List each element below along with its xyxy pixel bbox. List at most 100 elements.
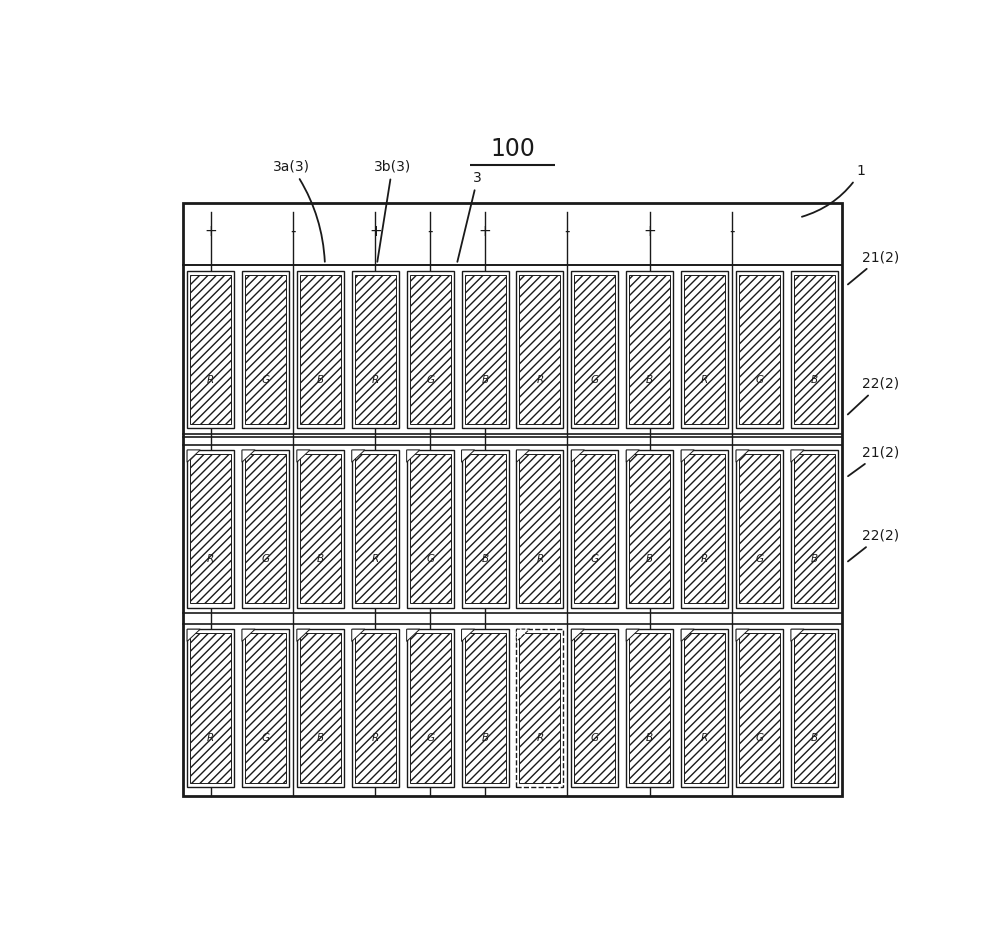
Text: B: B [481,375,489,385]
Text: R: R [372,554,379,564]
Text: -: - [565,223,570,239]
Polygon shape [681,450,694,462]
Bar [574,275,615,424]
Bar [245,275,286,424]
Bar [187,450,234,608]
Bar [190,454,231,604]
Bar [242,450,289,608]
Text: B: B [317,375,324,385]
Bar [465,454,506,604]
Bar [794,634,835,783]
Bar [245,634,286,783]
Bar [190,634,231,783]
Text: G: G [591,554,599,564]
Bar [300,634,341,783]
Bar [516,450,563,608]
Text: B: B [811,554,818,564]
Bar [407,629,454,787]
Polygon shape [626,629,639,641]
Text: G: G [756,554,764,564]
Text: R: R [701,733,708,744]
Bar [574,454,615,604]
Polygon shape [791,450,804,462]
Text: +: + [204,223,217,239]
Bar [519,634,560,783]
Text: G: G [426,733,434,744]
Bar [791,450,838,608]
Text: 100: 100 [490,137,535,161]
Bar [462,629,509,787]
Bar [626,629,673,787]
Polygon shape [571,450,585,462]
Bar [794,275,835,424]
Text: B: B [481,554,489,564]
Text: 21(2): 21(2) [848,251,899,285]
Bar [681,270,728,428]
Polygon shape [736,450,749,462]
Bar [465,634,506,783]
Bar [739,454,780,604]
Text: B: B [646,375,653,385]
Text: G: G [756,733,764,744]
Text: 3b(3): 3b(3) [374,160,411,262]
Bar [300,454,341,604]
Bar [407,270,454,428]
Polygon shape [516,629,530,641]
Polygon shape [681,629,694,641]
Polygon shape [791,629,804,641]
Bar [791,270,838,428]
Bar [183,203,842,796]
Bar [352,450,399,608]
Text: R: R [207,733,214,744]
Text: 3: 3 [457,171,482,262]
Bar [794,454,835,604]
Polygon shape [407,629,420,641]
Bar [407,450,454,608]
Bar [629,275,670,424]
Text: G: G [426,554,434,564]
Bar [516,629,563,787]
Polygon shape [462,629,475,641]
Bar [739,275,780,424]
Bar [571,270,618,428]
Polygon shape [516,450,530,462]
Bar [187,270,234,428]
Polygon shape [297,450,310,462]
Bar [297,270,344,428]
Bar [519,454,560,604]
Bar [355,275,396,424]
Polygon shape [407,450,420,462]
Text: G: G [261,554,269,564]
Bar [352,270,399,428]
Text: R: R [372,375,379,385]
Bar [626,450,673,608]
Text: 22(2): 22(2) [848,529,899,562]
Text: +: + [479,223,491,239]
Text: B: B [317,733,324,744]
Bar [736,270,783,428]
Text: R: R [536,733,544,744]
Text: G: G [261,375,269,385]
Bar [462,450,509,608]
Bar [791,629,838,787]
Text: -: - [290,223,296,239]
Text: G: G [426,375,434,385]
Bar [352,629,399,787]
Bar [462,270,509,428]
Text: B: B [646,554,653,564]
Bar [571,450,618,608]
Polygon shape [352,450,365,462]
Text: R: R [536,554,544,564]
Bar [736,450,783,608]
Bar [355,454,396,604]
Text: 3a(3): 3a(3) [273,160,325,262]
Text: +: + [369,223,382,239]
Bar [684,634,725,783]
Bar [574,634,615,783]
Text: G: G [756,375,764,385]
Polygon shape [187,629,200,641]
Polygon shape [187,450,200,462]
Polygon shape [352,629,365,641]
Text: G: G [261,733,269,744]
Text: B: B [317,554,324,564]
